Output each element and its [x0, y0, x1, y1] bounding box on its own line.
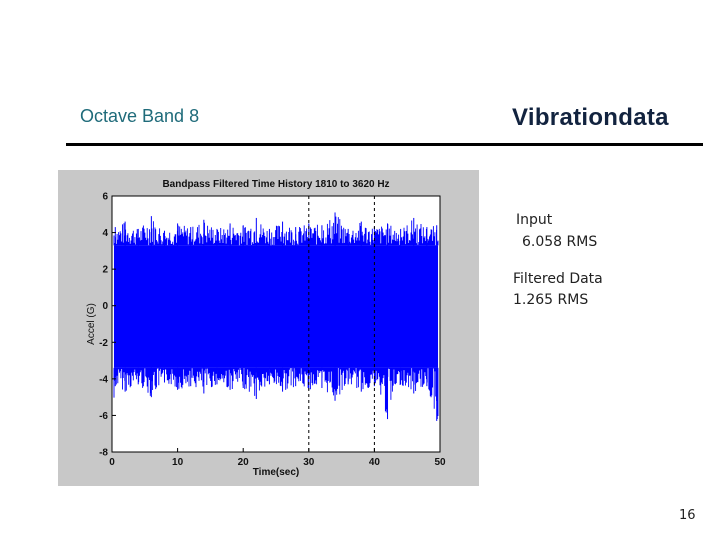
- x-tick-label: 30: [303, 457, 315, 468]
- plot-frame: [111, 195, 441, 453]
- x-tick-label: 40: [369, 457, 381, 468]
- y-tick-label: -6: [99, 411, 108, 422]
- filtered-rms-value: 1.265 RMS: [513, 292, 589, 308]
- y-tick-label: 4: [102, 228, 108, 239]
- signal-spikes-lower: [113, 367, 439, 419]
- signal-trace: [113, 212, 439, 421]
- input-rms-value: 6.058 RMS: [522, 234, 598, 250]
- chart-title: Bandpass Filtered Time History 1810 to 3…: [162, 179, 389, 190]
- header-divider: [66, 143, 703, 146]
- page-number: 16: [679, 508, 696, 523]
- filtered-label: Filtered Data: [513, 271, 603, 287]
- slide-title: Octave Band 8: [80, 106, 200, 126]
- y-tick-label: -8: [99, 448, 108, 459]
- x-tick-label: 10: [172, 457, 184, 468]
- y-tick-label: -4: [99, 374, 108, 385]
- x-tick-label: 20: [238, 457, 250, 468]
- y-tick-label: 0: [102, 301, 108, 312]
- signal-band: [113, 245, 439, 368]
- y-tick-label: 6: [102, 192, 108, 203]
- time-history-chart: 0 10 20 30 40 50 6 4 2 0 -2 -4 -6 -8 Bandpass Filtere…: [58, 170, 479, 486]
- y-axis-label: Accel (G): [86, 303, 97, 345]
- brand-logo-text: Vibrationdata: [512, 104, 669, 131]
- signal-spikes-upper: [113, 216, 439, 246]
- x-tick-label: 0: [109, 457, 115, 468]
- y-tick-label: -2: [99, 338, 108, 349]
- input-label: Input: [516, 212, 553, 228]
- x-axis-label: Time(sec): [253, 467, 300, 478]
- y-tick-label: 2: [102, 265, 108, 276]
- x-tick-label: 50: [434, 457, 446, 468]
